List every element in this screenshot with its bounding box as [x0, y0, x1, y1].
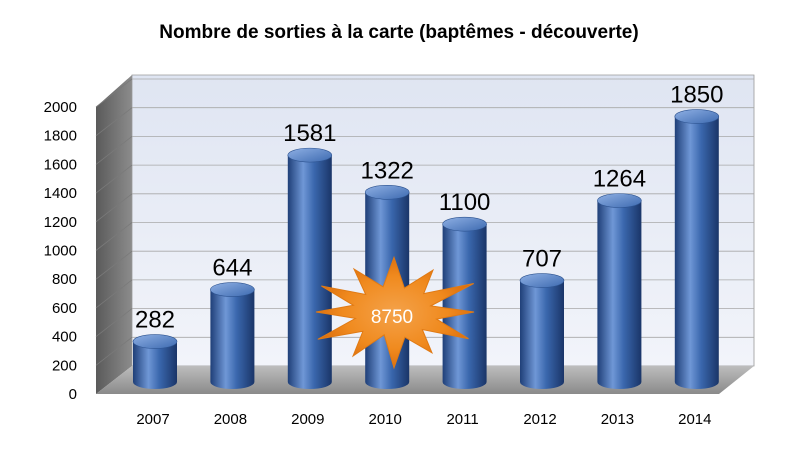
gridline-side	[95, 193, 133, 223]
data-label: 1850	[670, 82, 723, 109]
bar-body	[133, 341, 177, 389]
x-tick-label: 2012	[523, 411, 556, 428]
y-tick-label: 1400	[44, 185, 77, 202]
bar	[519, 273, 565, 389]
y-tick-label: 400	[52, 329, 77, 346]
data-label: 644	[212, 255, 252, 282]
y-tick-label: 1800	[44, 128, 77, 145]
floor	[96, 366, 754, 394]
gridline-side	[95, 279, 133, 309]
bar-cap	[210, 282, 255, 297]
data-label: 707	[522, 246, 562, 273]
x-tick-label: 2014	[678, 411, 711, 428]
starburst-shape	[315, 255, 475, 370]
bar-cap	[287, 147, 333, 163]
bar-cap	[597, 193, 642, 208]
x-tick-label: 2009	[291, 411, 324, 428]
side-wall	[96, 75, 132, 394]
bar	[597, 193, 642, 389]
data-label: 1322	[361, 157, 414, 184]
bar-cap	[519, 273, 565, 288]
data-label: 1581	[283, 120, 336, 147]
data-labels: 282 644 1581 1322 1100 707 1264 1850	[135, 82, 724, 334]
gridline-side	[95, 164, 133, 194]
bar-body	[520, 280, 564, 389]
bar	[442, 216, 487, 389]
starburst-label: 8750	[371, 307, 413, 328]
gridline-side	[95, 336, 133, 366]
bar-body	[210, 289, 255, 389]
x-tick-label: 2013	[601, 411, 634, 428]
x-tick-label: 2011	[446, 411, 478, 428]
y-tick-label: 0	[69, 386, 77, 403]
x-tick-label: 2008	[214, 411, 247, 428]
data-label: 1264	[593, 166, 646, 193]
y-tick-label: 800	[52, 271, 77, 288]
y-tick-label: 1000	[44, 243, 77, 260]
y-tick-label: 2000	[44, 99, 77, 116]
bar	[287, 147, 333, 389]
total-starburst: 8750	[315, 255, 475, 370]
x-tick-label: 2007	[136, 411, 169, 428]
bar-body	[674, 116, 719, 390]
bar-cap	[674, 109, 720, 124]
gridline-side	[95, 107, 133, 137]
gridline-side	[95, 78, 133, 108]
y-tick-label: 1600	[44, 156, 77, 173]
bar-cap	[442, 216, 487, 232]
y-axis: 0 200 400 600 800 1000 1200 1400 1600 1800 2000	[44, 99, 77, 403]
x-tick-label: 2010	[369, 411, 402, 428]
bar-body	[442, 224, 487, 389]
y-tick-label: 600	[52, 300, 77, 317]
bar	[132, 334, 178, 389]
gridline-side	[95, 250, 133, 280]
y-tick-label: 1200	[44, 214, 77, 231]
bar	[210, 282, 255, 389]
gridline-side	[95, 308, 133, 337]
bar-cap	[364, 184, 410, 200]
chart-title: Nombre de sorties à la carte (baptêmes -…	[159, 22, 638, 43]
bar	[674, 109, 720, 390]
bar-body	[287, 155, 332, 389]
x-axis: 2007 2008 2009 2010 2011 2012 2013 2014	[136, 411, 711, 428]
bar-body	[597, 200, 642, 389]
bar-cap	[132, 334, 178, 349]
gridline-side	[95, 222, 133, 251]
gridline-side	[95, 136, 133, 165]
data-label: 1100	[439, 189, 491, 216]
data-label: 282	[135, 307, 175, 334]
y-tick-label: 200	[52, 357, 77, 374]
